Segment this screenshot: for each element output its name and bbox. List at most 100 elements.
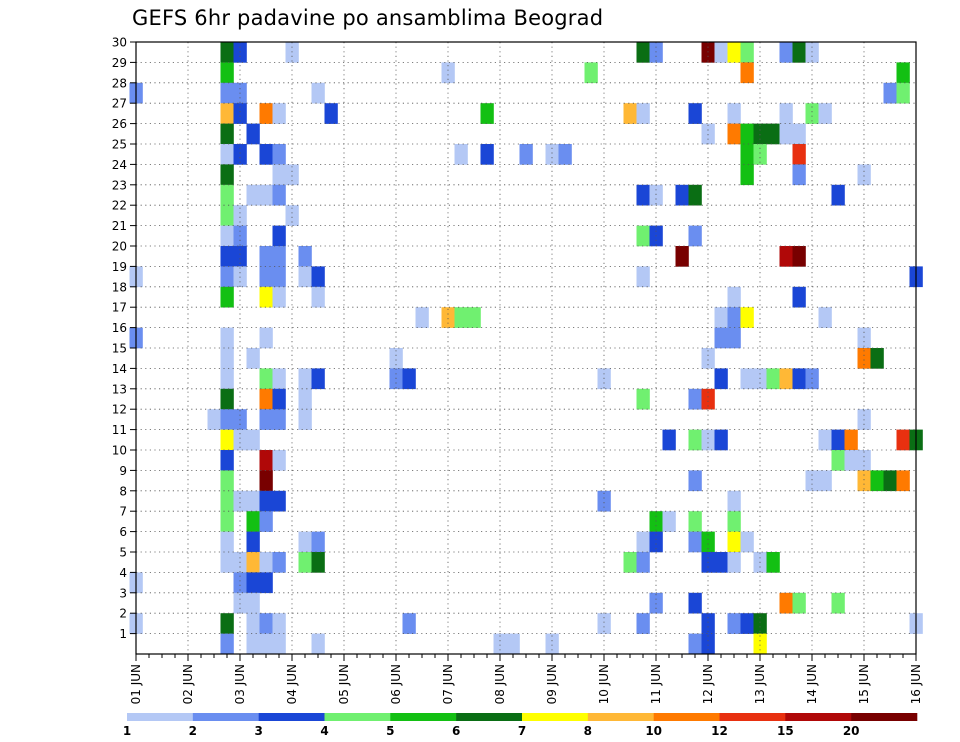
y-tick-label: 2 <box>119 607 127 621</box>
colorbar-label: 6 <box>452 724 460 738</box>
x-tick-label: 05 JUN <box>337 664 351 704</box>
heatmap-cell <box>441 62 455 84</box>
heatmap-cell <box>246 490 260 512</box>
heatmap-cell <box>857 348 871 369</box>
heatmap-cell <box>220 184 234 206</box>
colorbar-swatch <box>851 713 918 721</box>
y-tick-label: 28 <box>112 76 127 90</box>
colorbar-swatch <box>653 713 720 721</box>
heatmap-cell <box>298 409 312 430</box>
colorbar-label: 3 <box>254 724 262 738</box>
heatmap-cell <box>311 266 325 288</box>
heatmap-cell <box>857 164 871 186</box>
heatmap-cell <box>480 144 494 165</box>
heatmap-cell <box>753 123 767 145</box>
heatmap-cell <box>688 531 702 553</box>
y-tick-label: 25 <box>112 138 127 152</box>
heatmap-cell <box>259 246 273 267</box>
heatmap-cell <box>597 613 611 634</box>
heatmap-cell <box>220 409 234 430</box>
heatmap-cell <box>272 246 286 267</box>
heatmap-cell <box>857 327 871 349</box>
colorbar-label: 7 <box>518 724 526 738</box>
heatmap-cell <box>727 103 741 124</box>
heatmap-cell <box>402 368 416 390</box>
heatmap-cell <box>896 429 910 451</box>
heatmap-cell <box>246 511 260 532</box>
heatmap-cell <box>831 450 845 471</box>
heatmap-cell <box>727 327 741 349</box>
heatmap-cell <box>727 511 741 532</box>
heatmap-cell <box>298 368 312 390</box>
y-axis: 1234567891011121314151617181920212223242… <box>112 36 136 641</box>
colorbar: 1 2 3 4 5 6 7 8 10 12 15 20 <box>123 713 918 738</box>
heatmap-cell <box>740 531 754 553</box>
heatmap-cell <box>259 572 273 594</box>
heatmap-cell <box>714 429 728 451</box>
y-tick-label: 3 <box>119 586 127 600</box>
heatmap-cell <box>701 633 715 655</box>
heatmap-cell <box>740 164 754 186</box>
heatmap-cell <box>714 327 728 349</box>
heatmap-cell <box>220 123 234 145</box>
heatmap-cell <box>740 42 754 63</box>
heatmap-cell <box>779 103 793 124</box>
y-tick-label: 1 <box>119 627 127 641</box>
heatmap-cell <box>220 164 234 186</box>
heatmap-cell <box>272 613 286 634</box>
heatmap-cell <box>753 633 767 655</box>
heatmap-cell <box>636 42 650 63</box>
heatmap-cell <box>883 82 897 104</box>
heatmap-cell <box>246 552 260 573</box>
heatmap-cell <box>701 613 715 634</box>
heatmap-cell <box>298 246 312 267</box>
heatmap-cell <box>311 368 325 390</box>
y-tick-label: 12 <box>112 403 127 417</box>
heatmap-cell <box>220 327 234 349</box>
colorbar-label: 2 <box>189 724 197 738</box>
heatmap-cell <box>519 144 533 165</box>
heatmap-cell <box>259 266 273 288</box>
y-tick-label: 11 <box>112 423 127 437</box>
heatmap-cell <box>779 246 793 267</box>
heatmap-cell <box>220 246 234 267</box>
heatmap-cell <box>584 62 598 84</box>
heatmap-cell <box>896 62 910 84</box>
y-tick-label: 9 <box>119 464 127 478</box>
heatmap-cell <box>220 552 234 573</box>
heatmap-cell <box>259 552 273 573</box>
heatmap-cell <box>805 103 819 124</box>
x-axis: 01 JUN 02 JUN 03 JUN 04 JUN 05 JUN 06 JUN 07 J… <box>129 654 923 704</box>
heatmap-cell <box>402 613 416 634</box>
heatmap-cell <box>558 144 572 165</box>
heatmap-cell <box>220 205 234 226</box>
heatmap-cell <box>233 246 247 267</box>
grid-layer <box>135 41 917 654</box>
heatmap-cell <box>688 429 702 451</box>
cells-layer <box>129 42 923 655</box>
heatmap-cell <box>259 286 273 308</box>
heatmap-cell <box>792 164 806 186</box>
heatmap-cell <box>649 531 663 553</box>
heatmap-cell <box>714 552 728 573</box>
heatmap-cell <box>766 552 780 573</box>
heatmap-cell <box>259 103 273 124</box>
y-tick-label: 7 <box>119 505 127 519</box>
x-tick-label: 10 JUN <box>597 664 611 704</box>
heatmap-cell <box>857 470 871 492</box>
heatmap-cell <box>272 184 286 206</box>
heatmap-cell <box>233 205 247 226</box>
heatmap-cell <box>324 103 338 124</box>
heatmap-cell <box>740 307 754 328</box>
y-tick-label: 8 <box>119 484 127 498</box>
heatmap-cell <box>714 368 728 390</box>
heatmap-cell <box>662 429 676 451</box>
heatmap-cell <box>272 103 286 124</box>
heatmap-cell <box>311 82 325 104</box>
heatmap-cell <box>727 286 741 308</box>
heatmap-cell <box>636 613 650 634</box>
heatmap-cell <box>506 633 520 655</box>
heatmap-cell <box>870 470 884 492</box>
x-tick-label: 11 JUN <box>649 664 663 704</box>
